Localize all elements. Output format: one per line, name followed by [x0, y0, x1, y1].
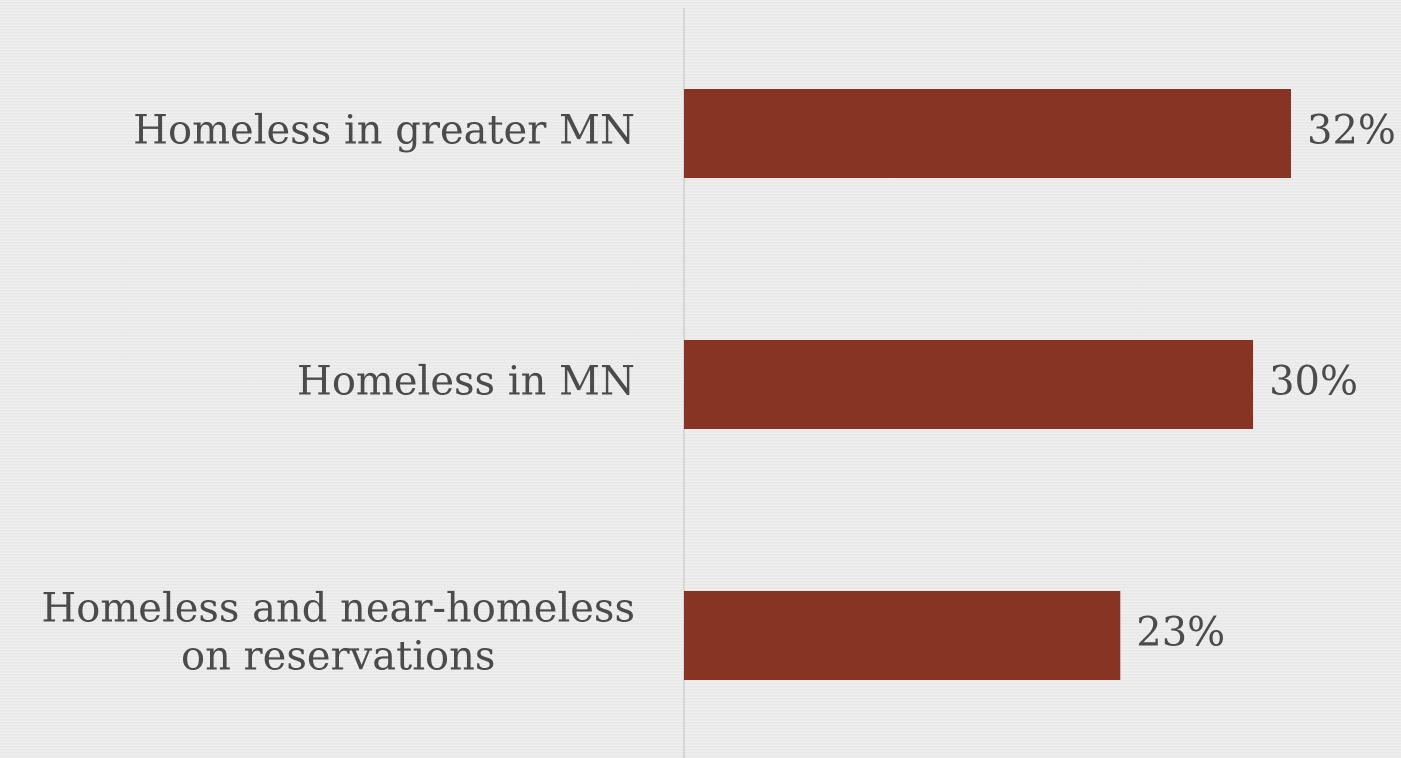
value-label: 32%: [1307, 108, 1396, 154]
category-label-line: Homeless in MN: [297, 359, 635, 405]
category-label-line: on reservations: [181, 634, 495, 680]
category-label-line: Homeless and near-homeless: [41, 586, 635, 632]
category-label: Homeless and near-homeless on reservation…: [41, 586, 635, 680]
bar: [684, 591, 1121, 680]
value-label: 30%: [1269, 359, 1358, 405]
bar: [684, 340, 1254, 429]
bar: [684, 89, 1291, 178]
category-label: Homeless in MN: [297, 359, 635, 405]
category-label-line: Homeless in greater MN: [133, 108, 635, 154]
category-label: Homeless in greater MN: [133, 108, 635, 154]
value-label: 23%: [1136, 610, 1225, 656]
